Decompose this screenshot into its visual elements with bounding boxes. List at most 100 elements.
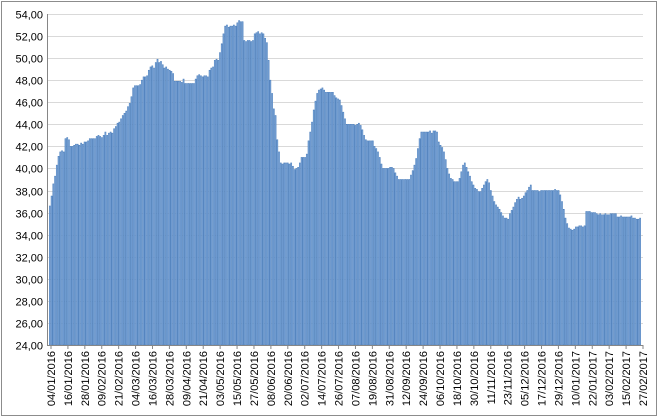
bar <box>614 213 617 346</box>
bar <box>177 81 180 346</box>
bar <box>594 212 596 346</box>
bar <box>184 83 187 346</box>
bar <box>358 122 360 346</box>
bar <box>489 190 492 346</box>
bar <box>500 212 503 346</box>
bar <box>549 190 551 346</box>
y-axis-tick-labels: 24,00 26,00 28,00 30,00 32,00 34,00 36,00 38,00… <box>15 10 43 353</box>
bar <box>255 32 258 346</box>
bar <box>66 137 69 346</box>
bar <box>50 195 53 346</box>
x-tick-label: 06/10/2016 <box>435 351 447 406</box>
bar <box>80 142 82 346</box>
bar <box>203 75 206 346</box>
x-tick-label: 07/08/2016 <box>350 351 362 406</box>
bar <box>279 162 282 346</box>
bar <box>151 65 154 346</box>
bar <box>160 61 162 346</box>
bar <box>380 163 383 346</box>
bar <box>62 151 65 346</box>
bar <box>97 135 100 346</box>
bar <box>354 125 357 346</box>
bar <box>180 82 183 346</box>
bar <box>391 167 393 346</box>
bar <box>85 141 88 346</box>
x-tick-label: 12/09/2016 <box>401 351 413 406</box>
x-tick-label: 24/09/2016 <box>418 351 430 406</box>
bar <box>262 33 265 346</box>
bar <box>194 78 197 346</box>
bar <box>481 188 483 346</box>
bar <box>147 69 150 346</box>
bar <box>123 113 126 346</box>
bar <box>349 124 352 346</box>
bar <box>575 226 577 346</box>
bar <box>377 151 379 346</box>
bar <box>161 64 164 346</box>
bar <box>371 140 374 346</box>
bar <box>635 218 638 346</box>
bar <box>578 225 581 346</box>
bar <box>304 157 306 346</box>
x-tick-label: 23/11/2016 <box>503 351 515 405</box>
bar <box>175 81 178 346</box>
bar <box>403 179 405 346</box>
bar <box>71 146 74 346</box>
x-tick-label: 21/04/2016 <box>198 351 210 406</box>
bar <box>555 190 558 346</box>
bar <box>585 211 588 346</box>
bar <box>234 25 237 346</box>
bar <box>630 215 633 346</box>
x-tick-label: 09/02/2016 <box>97 351 109 406</box>
bar <box>375 148 378 346</box>
bar <box>441 147 444 346</box>
x-tick-label: 05/12/2016 <box>520 351 532 406</box>
bar <box>290 162 293 346</box>
y-tick-label: 32,00 <box>15 253 43 265</box>
bar <box>522 195 525 346</box>
y-tick-label: 38,00 <box>15 187 43 199</box>
bar <box>559 194 562 346</box>
bar <box>434 130 437 346</box>
bar <box>198 74 201 346</box>
bar <box>323 89 326 346</box>
bar <box>108 132 110 346</box>
bar <box>495 204 497 346</box>
x-tick-label: 09/04/2016 <box>181 351 193 406</box>
bar <box>127 106 129 346</box>
x-tick-label: 22/01/2017 <box>587 351 599 406</box>
bar <box>101 137 103 346</box>
bar <box>299 162 301 346</box>
bar <box>436 131 438 346</box>
x-tick-label: 18/10/2016 <box>452 351 464 406</box>
bar <box>552 190 555 346</box>
bar <box>165 66 168 346</box>
bar <box>512 206 515 346</box>
bar <box>590 212 593 346</box>
y-tick-label: 50,00 <box>15 54 43 66</box>
x-tick-label: 15/05/2016 <box>232 351 244 406</box>
bar <box>604 213 607 346</box>
bar <box>514 202 516 346</box>
bar <box>281 163 284 346</box>
bar <box>220 43 223 346</box>
y-tick-label: 28,00 <box>15 297 43 309</box>
bar <box>210 67 213 346</box>
bar <box>340 105 343 346</box>
bar <box>321 87 324 346</box>
bar <box>639 217 641 346</box>
bar <box>208 69 211 346</box>
bar <box>389 167 391 346</box>
bar <box>587 211 589 346</box>
bar <box>542 190 544 346</box>
bar <box>444 159 447 346</box>
bar <box>316 93 319 346</box>
bar <box>583 225 586 346</box>
bar <box>212 66 214 346</box>
bar <box>238 20 240 346</box>
bar <box>392 168 395 346</box>
bar <box>496 206 499 346</box>
bar <box>226 24 228 346</box>
bar <box>292 165 294 346</box>
bar <box>168 69 171 346</box>
